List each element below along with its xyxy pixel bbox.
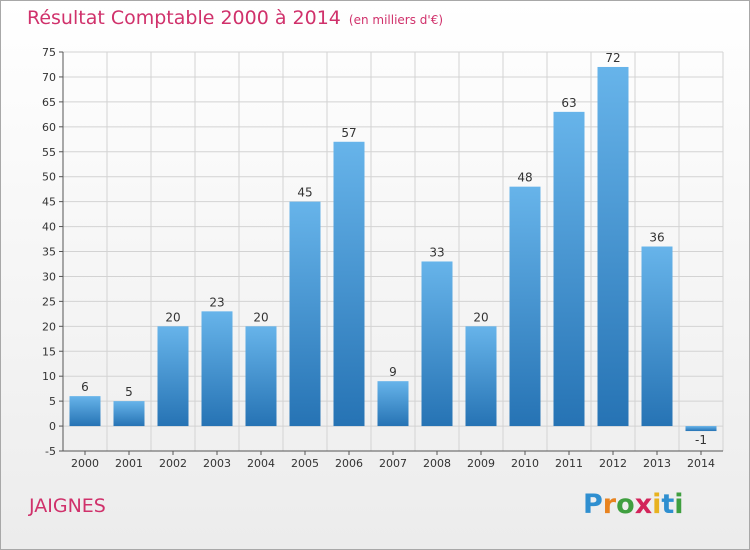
data-label: 9 xyxy=(389,365,397,379)
data-label: 6 xyxy=(81,380,89,394)
data-label: 48 xyxy=(517,171,532,185)
bar xyxy=(245,326,277,427)
y-tick-label: 5 xyxy=(49,395,56,408)
y-tick-label: 55 xyxy=(42,146,56,159)
bar xyxy=(289,201,321,427)
y-tick-label: -5 xyxy=(45,445,56,458)
logo-letter: P xyxy=(583,489,603,520)
x-tick-label: 2012 xyxy=(599,457,627,470)
data-label: 45 xyxy=(297,186,312,200)
bar xyxy=(641,246,673,427)
logo-letter: x xyxy=(634,489,653,520)
y-tick-label: 60 xyxy=(42,121,56,134)
x-tick-label: 2011 xyxy=(555,457,583,470)
y-tick-label: 70 xyxy=(42,71,56,84)
bars xyxy=(69,66,717,432)
x-tick-label: 2000 xyxy=(71,457,99,470)
y-tick-label: 30 xyxy=(42,270,56,283)
y-tick-label: 45 xyxy=(42,196,56,209)
chart-title: Résultat Comptable 2000 à 2014 (en millie… xyxy=(27,7,443,29)
logo-letter: i xyxy=(674,489,684,520)
bar xyxy=(553,111,585,427)
x-tick-label: 2008 xyxy=(423,457,451,470)
x-tick-label: 2007 xyxy=(379,457,407,470)
logo-letter: r xyxy=(602,489,617,520)
y-tick-label: 15 xyxy=(42,345,56,358)
data-label: 23 xyxy=(209,295,224,309)
logo-letter: t xyxy=(661,489,675,520)
x-tick-label: 2003 xyxy=(203,457,231,470)
x-tick-label: 2001 xyxy=(115,457,143,470)
data-label: 72 xyxy=(605,51,620,65)
bar xyxy=(377,381,409,427)
bar xyxy=(113,401,145,427)
bar xyxy=(597,66,629,427)
bar xyxy=(201,311,233,427)
data-label: 63 xyxy=(561,96,576,110)
bar xyxy=(157,326,189,427)
y-tick-label: 75 xyxy=(42,46,56,59)
bar xyxy=(69,396,101,427)
data-label: 20 xyxy=(165,310,180,324)
data-label: 20 xyxy=(253,310,268,324)
bar xyxy=(421,261,453,427)
y-tick-label: 50 xyxy=(42,171,56,184)
y-tick-label: 25 xyxy=(42,295,56,308)
y-tick-label: 20 xyxy=(42,320,56,333)
bar xyxy=(509,186,541,427)
logo-letter: i xyxy=(652,489,662,520)
y-tick-label: 40 xyxy=(42,221,56,234)
x-tick-label: 2013 xyxy=(643,457,671,470)
x-tick-label: 2005 xyxy=(291,457,319,470)
x-tick-label: 2004 xyxy=(247,457,275,470)
x-tick-label: 2010 xyxy=(511,457,539,470)
y-tick-label: 65 xyxy=(42,96,56,109)
bar xyxy=(465,326,497,427)
y-tick-label: 35 xyxy=(42,246,56,259)
y-tick-label: 10 xyxy=(42,370,56,383)
data-label: 5 xyxy=(125,385,133,399)
logo-letter: o xyxy=(616,489,635,520)
bar xyxy=(333,141,365,427)
x-tick-label: 2014 xyxy=(687,457,715,470)
value-labels: 6 5 20 23 20 45 57 9 33 20 48 63 72 36 -1 xyxy=(81,51,707,447)
data-label: 33 xyxy=(429,245,444,259)
data-label: 20 xyxy=(473,310,488,324)
data-label: 36 xyxy=(649,231,664,245)
commune-name: JAIGNES xyxy=(29,495,106,517)
y-tick-label: 0 xyxy=(49,420,56,433)
proxiti-logo: Proxiti xyxy=(583,489,684,520)
title-unit: (en milliers d'€) xyxy=(348,13,444,27)
x-tick-label: 2009 xyxy=(467,457,495,470)
x-tick-label: 2006 xyxy=(335,457,363,470)
data-label: 57 xyxy=(341,126,356,140)
title-text: Résultat Comptable 2000 à 2014 xyxy=(27,7,341,29)
data-label: -1 xyxy=(695,433,707,447)
x-tick-label: 2002 xyxy=(159,457,187,470)
bar xyxy=(685,426,717,432)
